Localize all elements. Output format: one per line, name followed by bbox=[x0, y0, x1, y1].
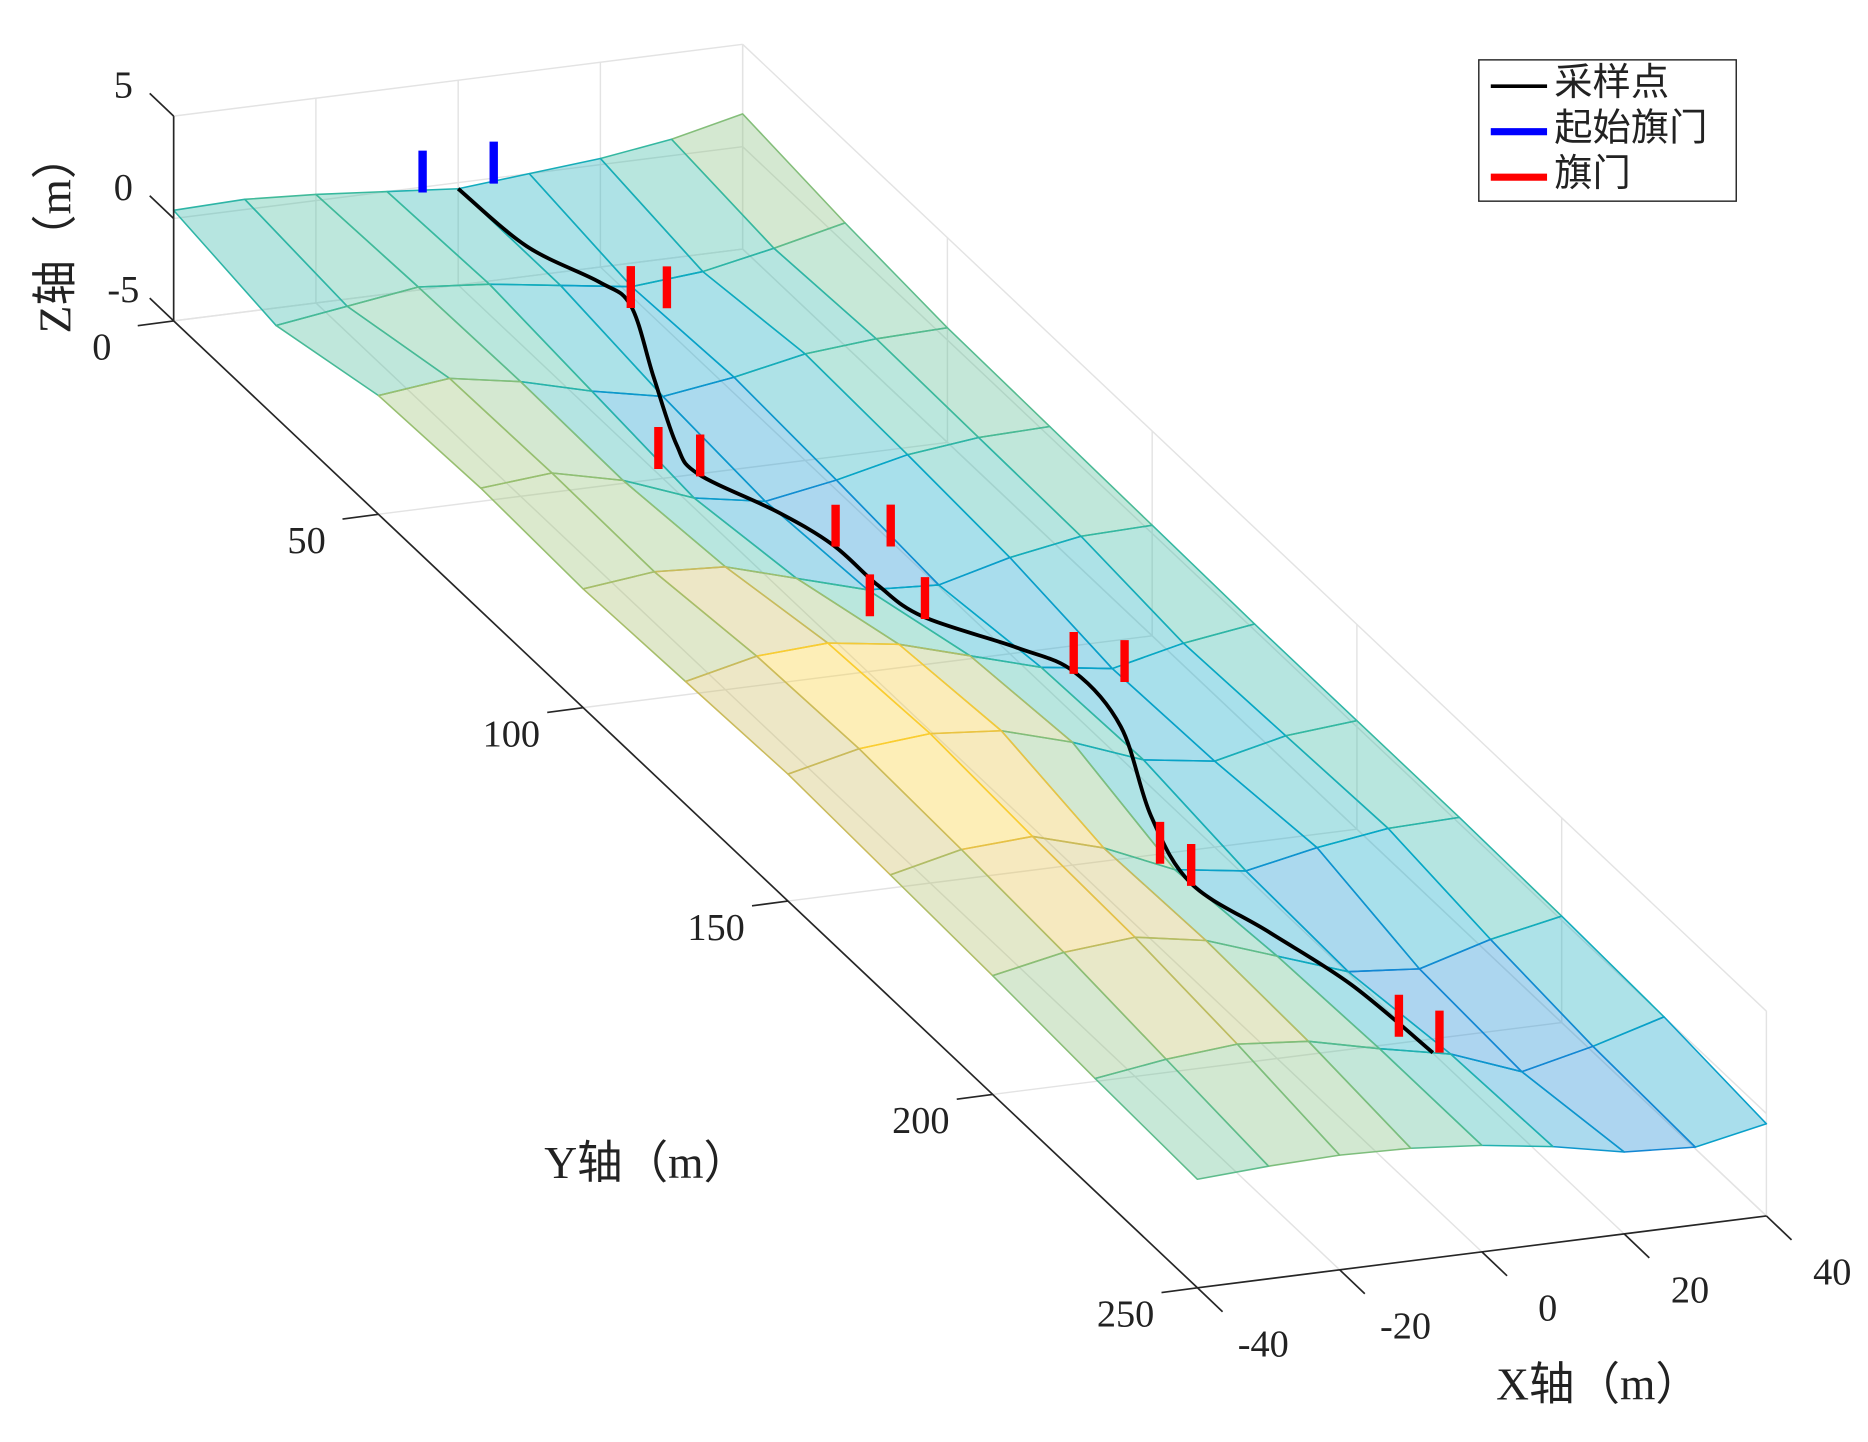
y-tick bbox=[137, 320, 174, 327]
y-tick-label: 0 bbox=[92, 327, 111, 369]
x-tick-label: 20 bbox=[1671, 1270, 1709, 1312]
y-tick bbox=[956, 1093, 993, 1101]
z-tick bbox=[149, 92, 175, 117]
grid-line bbox=[742, 146, 1767, 1115]
grid-line bbox=[742, 43, 1767, 1012]
z-axis-label: Z轴（m） bbox=[29, 134, 80, 334]
grid-line bbox=[787, 828, 1358, 902]
z-tick bbox=[149, 195, 175, 220]
grid-line bbox=[378, 441, 948, 515]
y-tick-label: 150 bbox=[687, 907, 744, 949]
z-tick-label: 0 bbox=[114, 167, 133, 209]
x-tick-label: -20 bbox=[1380, 1305, 1431, 1347]
x-tick-label: -40 bbox=[1238, 1323, 1289, 1365]
x-tick bbox=[1623, 1233, 1650, 1259]
legend-label: 起始旗门 bbox=[1554, 108, 1707, 150]
legend-label: 采样点 bbox=[1554, 62, 1669, 104]
grid-line bbox=[315, 302, 1341, 1271]
x-tick bbox=[1196, 1287, 1224, 1313]
x-tick-label: 0 bbox=[1538, 1288, 1557, 1330]
surface-cell bbox=[1094, 1058, 1270, 1181]
y-axis-line bbox=[173, 320, 1198, 1289]
x-tick bbox=[1765, 1215, 1793, 1241]
grid-line bbox=[457, 284, 1483, 1253]
grid-line bbox=[173, 145, 743, 220]
y-tick-label: 50 bbox=[287, 520, 325, 562]
axes-layer: 0 50 100 150 200 250 -40 -20 0 20 40 -5 0 5 bbox=[92, 64, 1851, 1365]
y-tick-label: 200 bbox=[892, 1100, 949, 1142]
y-tick bbox=[751, 900, 789, 907]
grid-line bbox=[742, 248, 1767, 1217]
y-tick-label: 100 bbox=[483, 713, 540, 755]
z-tick-label: -5 bbox=[107, 269, 139, 311]
x-tick bbox=[1339, 1269, 1366, 1295]
grid-line bbox=[992, 1021, 1562, 1096]
surface-layer bbox=[172, 113, 1768, 1181]
z-tick-label: 5 bbox=[114, 64, 133, 106]
legend-label: 旗门 bbox=[1554, 153, 1631, 195]
y-axis-label: Y轴（m） bbox=[544, 1137, 749, 1188]
x-tick bbox=[1481, 1251, 1508, 1277]
grid-line bbox=[583, 635, 1153, 709]
y-tick bbox=[1161, 1286, 1198, 1294]
x-tick-label: 40 bbox=[1813, 1252, 1851, 1294]
x-axis-label: X轴（m） bbox=[1496, 1358, 1701, 1409]
y-tick bbox=[547, 706, 584, 714]
grid-line bbox=[599, 266, 1625, 1235]
y-tick bbox=[342, 513, 379, 520]
y-tick-label: 250 bbox=[1097, 1294, 1154, 1336]
z-tick bbox=[149, 297, 175, 322]
grid-line bbox=[173, 43, 743, 117]
marks-layer bbox=[418, 141, 1444, 1055]
